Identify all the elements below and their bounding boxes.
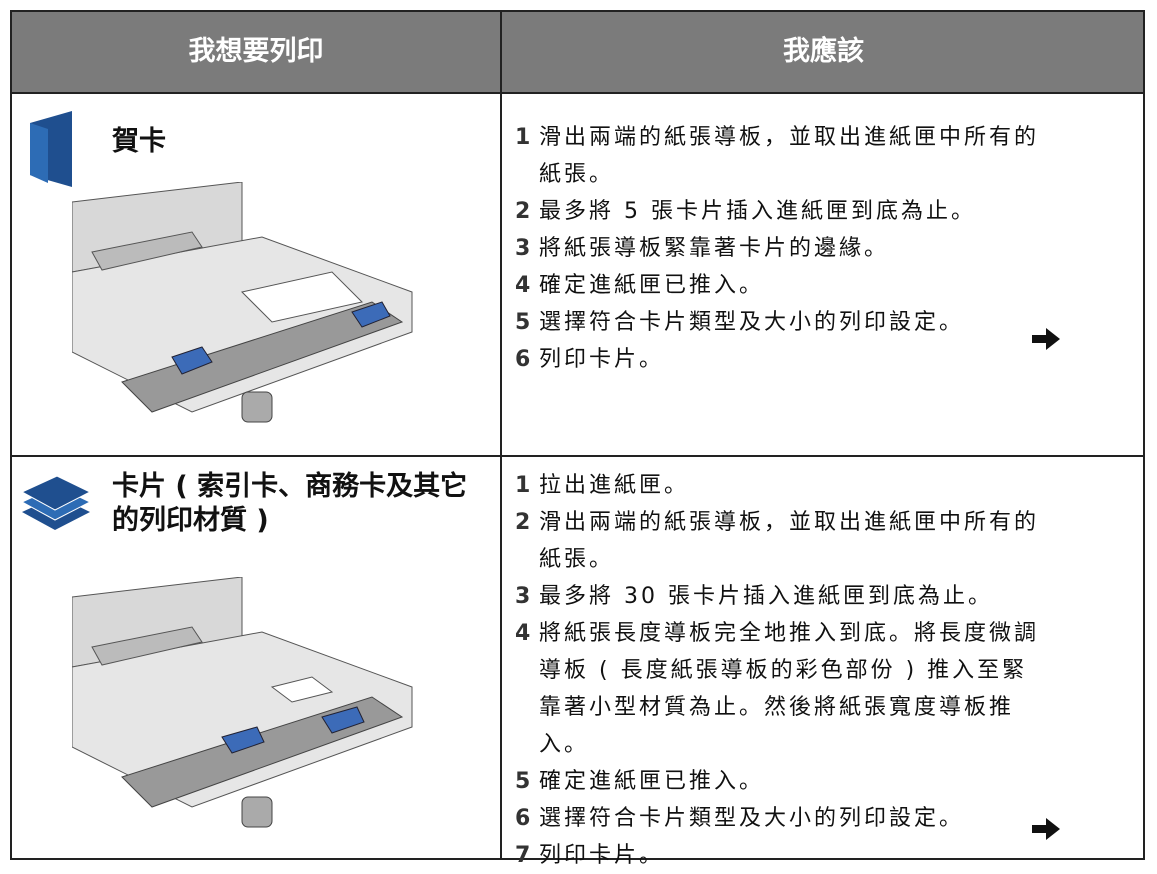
- step-number: 5: [515, 310, 531, 335]
- next-arrow: [1032, 328, 1060, 350]
- step-number: 5: [515, 769, 531, 794]
- step: 6 選擇符合卡片類型及大小的列印設定。: [515, 800, 1075, 837]
- table: 我想要列印 我應該 賀卡 1 滑出兩端的紙張導板，並取出進紙匣中所有的紙張。 2 最多…: [10, 10, 1145, 868]
- step-list: 1 滑出兩端的紙張導板，並取出進紙匣中所有的紙張。 2 最多將 5 張卡片插入進紙匣到…: [515, 119, 1075, 378]
- step-text: 將紙張導板緊靠著卡片的邊緣。: [539, 236, 890, 261]
- step-text: 拉出進紙匣。: [539, 473, 690, 498]
- header-cell: 我想要列印: [188, 36, 324, 67]
- step: 3 最多將 30 張卡片插入進紙匣到底為止。: [515, 578, 1075, 615]
- step-number: 2: [515, 199, 531, 224]
- column-divider: [500, 12, 502, 858]
- step-text: 最多將 5 張卡片插入進紙匣到底為止。: [539, 199, 976, 224]
- step: 6 列印卡片。: [515, 341, 1075, 378]
- step-number: 6: [515, 347, 531, 372]
- step: 4 確定進紙匣已推入。: [515, 267, 1075, 304]
- step-number: 3: [515, 236, 531, 261]
- step: 7 列印卡片。: [515, 837, 1075, 874]
- tray-illustration: [72, 577, 413, 828]
- step: 4 將紙張長度導板完全地推入到底。將長度微調導板 ( 長度紙張導板的彩色部份 ) …: [515, 615, 1075, 763]
- step-text: 滑出兩端的紙張導板，並取出進紙匣中所有的紙張。: [539, 510, 1040, 572]
- row-title: 卡片 ( 索引卡、商務卡及其它的列印材質 ): [112, 471, 468, 536]
- step-number: 4: [515, 273, 531, 298]
- step-number: 1: [515, 473, 531, 498]
- next-arrow: [1032, 818, 1060, 840]
- page: {"table":{"headers":["我想要列印","我應該"],"row…: [10, 10, 1145, 868]
- step-text: 滑出兩端的紙張導板，並取出進紙匣中所有的紙張。: [539, 125, 1040, 187]
- step-number: 4: [515, 621, 531, 646]
- step: 5 選擇符合卡片類型及大小的列印設定。: [515, 304, 1075, 341]
- row-divider: [12, 455, 1143, 457]
- table-header: 我想要列印 我應該: [12, 12, 1143, 94]
- step-number: 7: [515, 843, 531, 868]
- greeting-card-icon: [30, 111, 72, 187]
- header-cell: 我應該: [783, 36, 864, 67]
- step: 5 確定進紙匣已推入。: [515, 763, 1075, 800]
- step-text: 選擇符合卡片類型及大小的列印設定。: [539, 806, 965, 831]
- step: 2 滑出兩端的紙張導板，並取出進紙匣中所有的紙張。: [515, 504, 1075, 578]
- step: 1 滑出兩端的紙張導板，並取出進紙匣中所有的紙張。: [515, 119, 1075, 193]
- step-text: 將紙張長度導板完全地推入到底。將長度微調導板 ( 長度紙張導板的彩色部份 ) 推…: [539, 621, 1040, 757]
- step-list: 1 拉出進紙匣。 2 滑出兩端的紙張導板，並取出進紙匣中所有的紙張。 3 最多將 30 張…: [515, 467, 1075, 874]
- row-title: 賀卡: [112, 126, 166, 157]
- step-number: 2: [515, 510, 531, 535]
- step: 3 將紙張導板緊靠著卡片的邊緣。: [515, 230, 1075, 267]
- step: 2 最多將 5 張卡片插入進紙匣到底為止。: [515, 193, 1075, 230]
- step-number: 1: [515, 125, 531, 150]
- step-text: 列印卡片。: [539, 843, 665, 868]
- card-stack-icon: [22, 475, 92, 530]
- step-text: 最多將 30 張卡片插入進紙匣到底為止。: [539, 584, 993, 609]
- step-number: 3: [515, 584, 531, 609]
- step-text: 選擇符合卡片類型及大小的列印設定。: [539, 310, 965, 335]
- step-text: 確定進紙匣已推入。: [539, 273, 765, 298]
- step: 1 拉出進紙匣。: [515, 467, 1075, 504]
- step-number: 6: [515, 806, 531, 831]
- tray-illustration: [72, 182, 413, 423]
- step-text: 列印卡片。: [539, 347, 665, 372]
- step-text: 確定進紙匣已推入。: [539, 769, 765, 794]
